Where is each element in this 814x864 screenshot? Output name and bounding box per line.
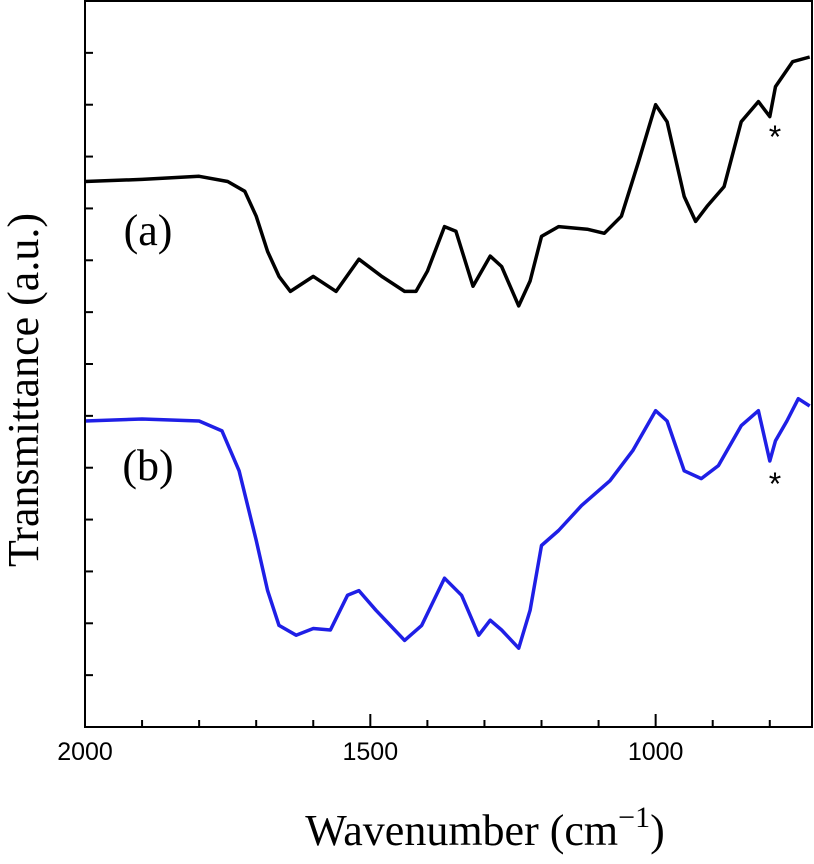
spectrum-line [84, 396, 811, 650]
x-axis-label: Wavenumber (cm−1) [305, 801, 664, 855]
x-tick-label: 1000 [628, 738, 684, 766]
y-axis-label: Transmittance (a.u.) [0, 213, 48, 567]
annotation: * [769, 119, 781, 155]
x-tick-label: 1500 [343, 738, 399, 766]
spectrum-line [84, 55, 811, 308]
plot-frame [84, 0, 813, 728]
annotation: (a) [124, 206, 173, 255]
annotation: (b) [122, 441, 173, 490]
annotation: * [769, 466, 781, 502]
x-tick-label: 2000 [57, 738, 113, 766]
